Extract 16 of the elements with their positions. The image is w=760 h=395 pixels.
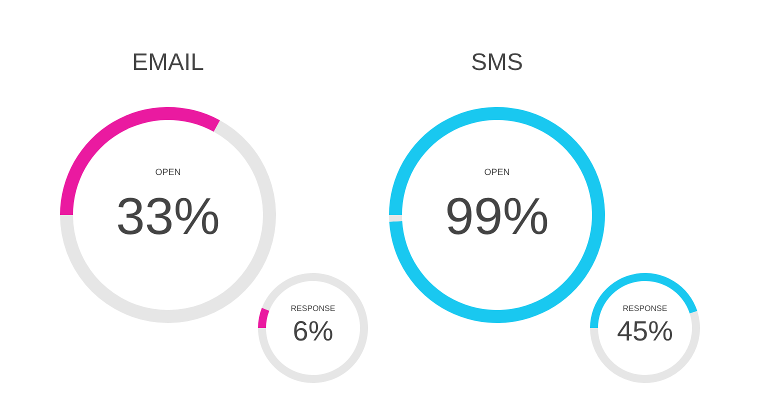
slice-label: OPEN — [155, 166, 181, 177]
text: RESPONSE — [290, 304, 336, 313]
chart-title: SMS — [470, 49, 524, 76]
donut-slice — [590, 311, 700, 383]
slice-label: RESPONSE — [622, 304, 668, 313]
donut-slice — [389, 215, 402, 222]
slice-label: OPEN — [484, 166, 510, 177]
data-label: 33% — [116, 188, 220, 246]
text: 6% — [292, 315, 334, 346]
data-label: 99% — [444, 188, 550, 246]
data-label: 45% — [616, 315, 674, 346]
donut-slice — [389, 107, 605, 323]
donut-slice — [258, 273, 368, 383]
chart-title: EMAIL — [132, 49, 204, 76]
donut-slice — [60, 120, 276, 323]
donut-slice — [258, 308, 270, 328]
